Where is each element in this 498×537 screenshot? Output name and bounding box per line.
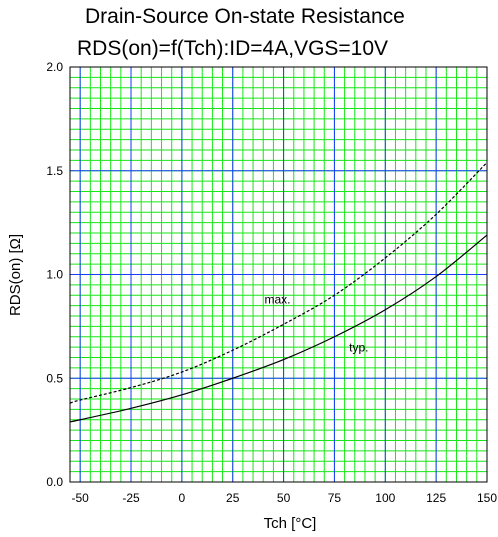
- x-axis-label: Tch [°C]: [264, 515, 317, 532]
- x-tick-label: -50: [71, 491, 89, 505]
- series-line-max: [69, 162, 488, 404]
- x-tick-label: 150: [477, 491, 497, 505]
- x-tick-label: -25: [122, 491, 140, 505]
- y-tick-label: 2.0: [46, 60, 63, 74]
- chart-subtitle: RDS(on)=f(Tch):ID=4A,VGS=10V: [77, 37, 388, 60]
- annotation-typ: typ.: [349, 340, 368, 354]
- x-tick-label: 125: [426, 491, 446, 505]
- series-line-typ: [69, 234, 488, 423]
- y-axis-label: RDS(on) [Ω]: [7, 234, 24, 316]
- y-tick-label: 1.5: [46, 164, 63, 178]
- x-tick-label: 75: [328, 491, 342, 505]
- x-tick-label: 50: [277, 491, 291, 505]
- series-layer: [69, 162, 488, 423]
- chart-title: Drain-Source On-state Resistance: [85, 5, 405, 28]
- x-tick-label: 25: [226, 491, 240, 505]
- annotations: max. typ.: [264, 293, 368, 355]
- annotation-max: max.: [264, 293, 290, 307]
- y-tick-label: 0.0: [46, 475, 63, 489]
- y-tick-label: 0.5: [46, 371, 63, 385]
- y-tick-label: 1.0: [46, 268, 63, 282]
- axis-ticks: -50 -25 0 25 50 75 100 125 150 0.0 0.5 1.0 1.5 2.0: [46, 60, 497, 505]
- x-tick-label: 0: [179, 491, 186, 505]
- plot-frame: [69, 66, 488, 483]
- x-tick-label: 100: [375, 491, 395, 505]
